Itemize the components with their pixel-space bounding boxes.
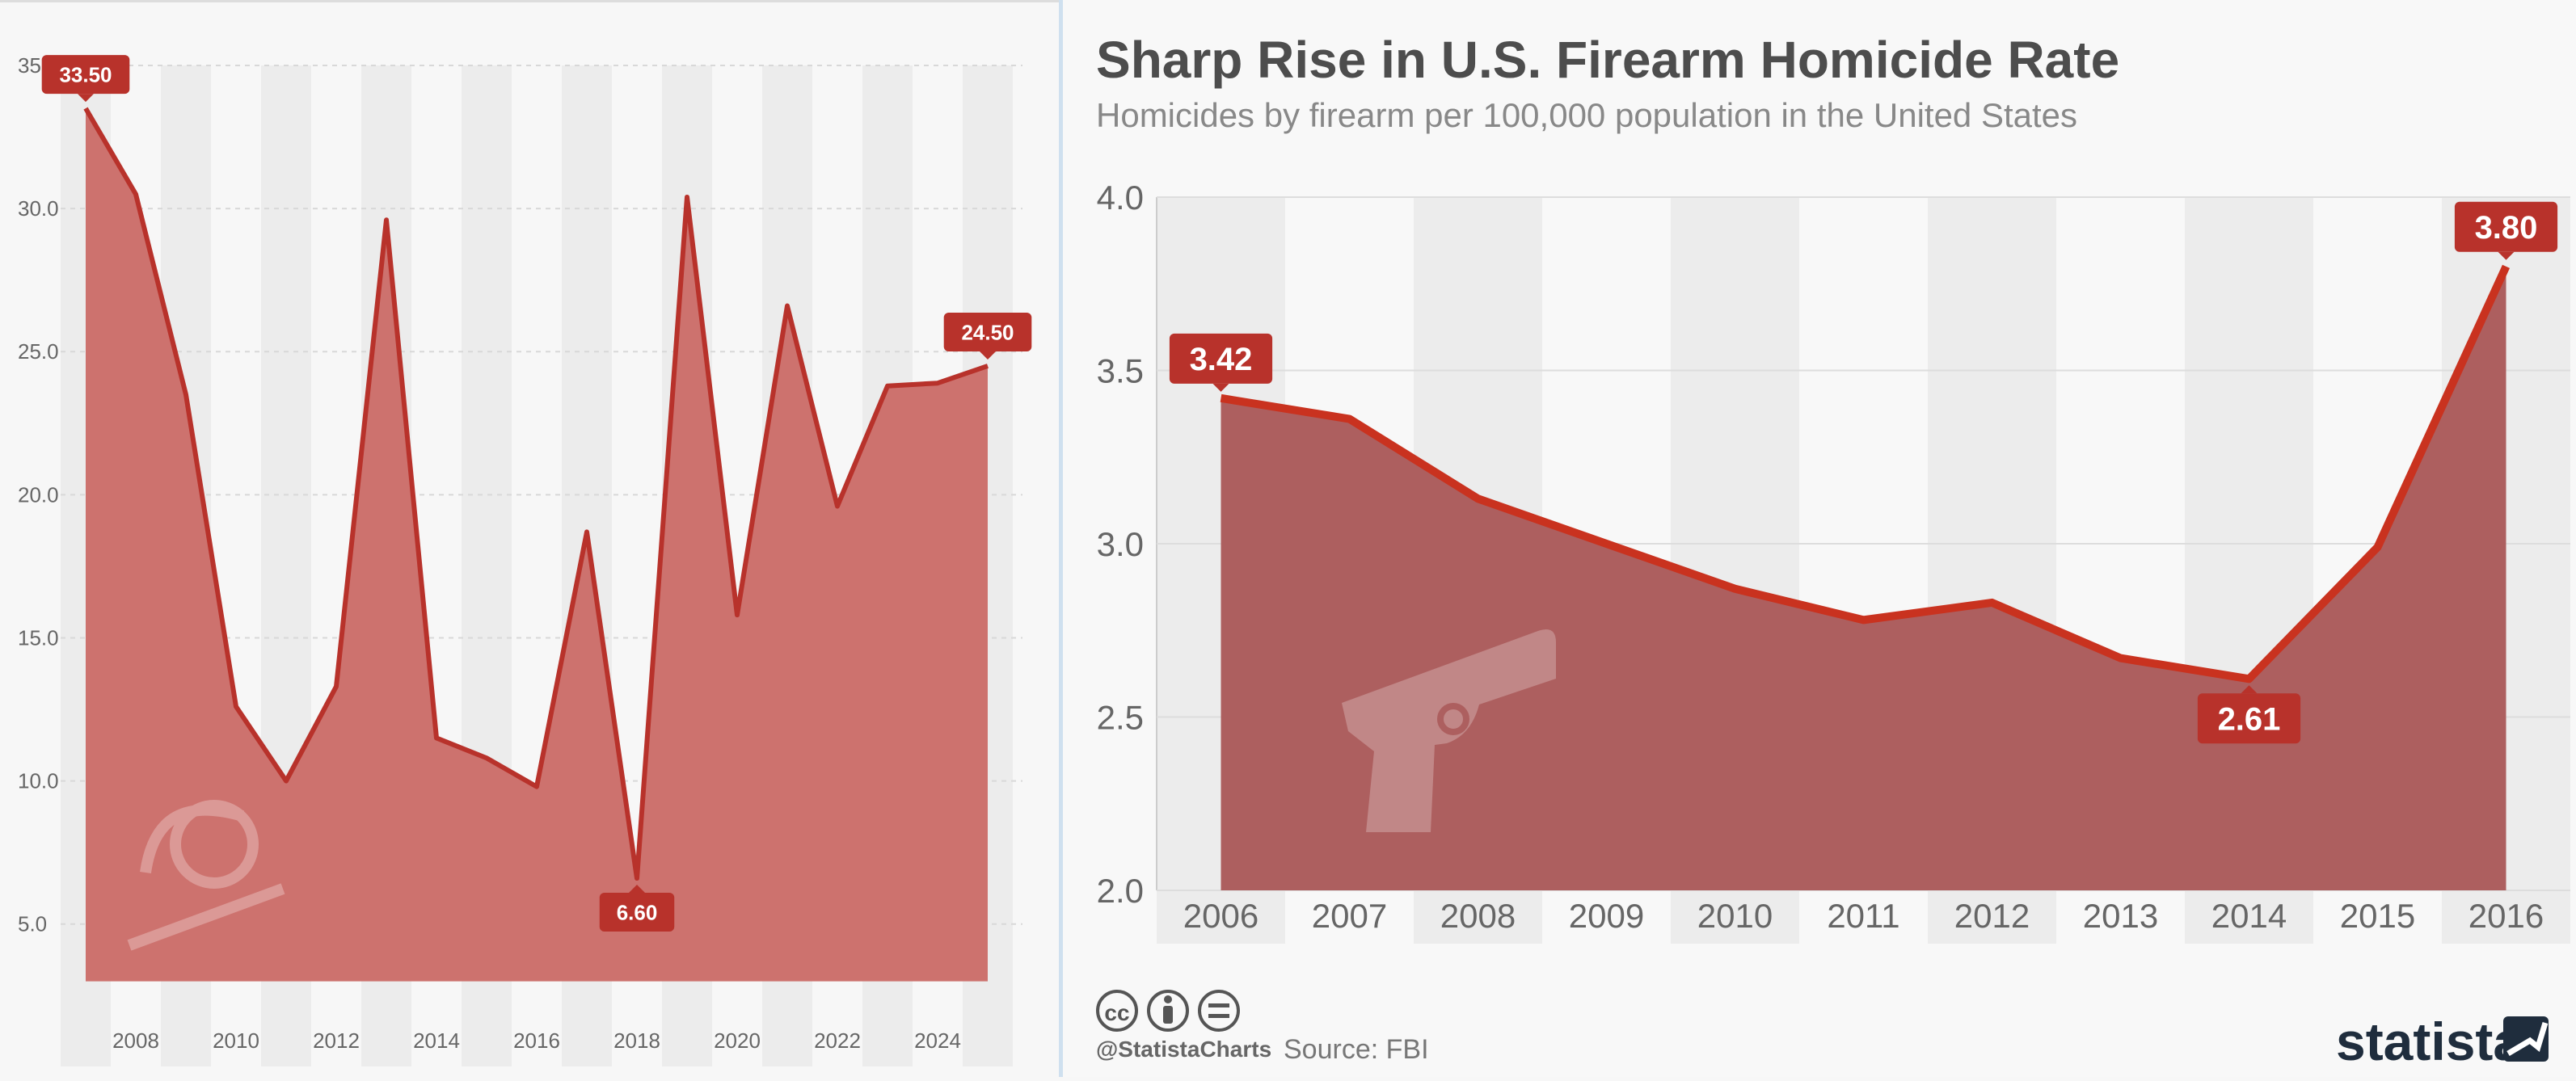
y-tick-label: 3.0: [1097, 525, 1144, 563]
brand-wordmark: statista: [2336, 1012, 2523, 1071]
data-label-3.80: 3.80: [2455, 202, 2557, 260]
data-label-24.50-text: 24.50: [961, 320, 1014, 344]
panel-divider: [1059, 0, 1063, 1077]
y-tick-label: 5.0: [18, 912, 47, 936]
data-label-3.80-text: 3.80: [2475, 210, 2538, 246]
x-tick-label: 2010: [213, 1028, 259, 1053]
x-tick-label: 2011: [1827, 897, 1899, 935]
x-tick-label: 2020: [714, 1028, 761, 1053]
x-tick-label: 2014: [2211, 897, 2287, 935]
data-label-3.42-text: 3.42: [1190, 342, 1253, 377]
x-tick-label: 2006: [1183, 897, 1258, 935]
y-tick-label: 2.5: [1097, 699, 1144, 737]
x-tick-label: 2010: [1697, 897, 1773, 935]
data-label-6.60-text: 6.60: [617, 900, 658, 924]
x-tick-label: 2022: [814, 1028, 861, 1053]
y-tick-label: 2.0: [1097, 872, 1144, 910]
x-tick-label: 2024: [914, 1028, 961, 1053]
x-tick-label: 2012: [1954, 897, 2030, 935]
chart-subtitle: Homicides by firearm per 100,000 populat…: [1096, 96, 2077, 134]
y-tick-label: 25.0: [18, 339, 59, 364]
data-label-2.61-text: 2.61: [2218, 702, 2281, 738]
x-tick-label: 2014: [413, 1028, 460, 1053]
y-tick-label: 30.0: [18, 196, 59, 221]
svg-text:cc: cc: [1104, 1000, 1129, 1025]
data-label-2.61: 2.61: [2198, 685, 2300, 743]
data-label-3.42: 3.42: [1170, 334, 1272, 392]
y-tick-label: 15.0: [18, 625, 59, 650]
x-tick-label: 2012: [313, 1028, 360, 1053]
footer-handle: @StatistaCharts: [1096, 1037, 1271, 1062]
x-tick-label: 2013: [2083, 897, 2158, 935]
footer-source: Source: FBI: [1284, 1034, 1429, 1065]
y-tick-label: 4.0: [1097, 179, 1144, 217]
y-tick-label: 3.5: [1097, 352, 1144, 390]
brand-mark-icon: [2503, 1016, 2549, 1062]
x-tick-label: 2008: [1440, 897, 1516, 935]
x-tick-label: 2009: [1569, 897, 1644, 935]
data-label-33.50-text: 33.50: [59, 62, 112, 86]
y-tick-label: 20.0: [18, 482, 59, 507]
y-tick-label: 10.0: [18, 769, 59, 793]
x-tick-label: 2016: [2468, 897, 2544, 935]
x-tick-label: 2015: [2340, 897, 2415, 935]
chart-title: Sharp Rise in U.S. Firearm Homicide Rate: [1096, 31, 2119, 89]
statista-logo: statista: [2336, 1012, 2549, 1071]
x-tick-label: 2016: [513, 1028, 560, 1053]
x-tick-label: 2008: [112, 1028, 159, 1053]
x-tick-label: 2007: [1312, 897, 1387, 935]
top-border: [0, 0, 1059, 2]
x-tick-label: 2018: [613, 1028, 660, 1053]
